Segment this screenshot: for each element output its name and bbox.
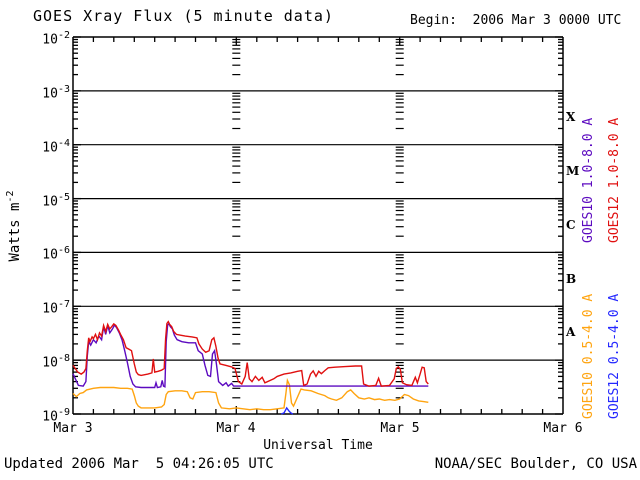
- flare-class-m: M: [566, 164, 580, 178]
- legend-goes12-long: GOES12 1.0-8.0 A: [607, 117, 622, 243]
- source-credit: NOAA/SEC Boulder, CO USA: [434, 456, 637, 472]
- flare-class-b: B: [566, 272, 577, 286]
- x-tick-mar5: Mar 5: [380, 421, 420, 436]
- flare-class-c: C: [566, 218, 576, 232]
- y-tick-label: 10-7: [42, 299, 70, 317]
- x-tick-mar4: Mar 4: [216, 421, 256, 436]
- x-tick-mar3: Mar 3: [53, 421, 93, 436]
- flare-class-x: X: [566, 110, 576, 124]
- y-tick-label: 10-9: [42, 407, 70, 425]
- page-title: GOES Xray Flux (5 minute data): [33, 7, 334, 25]
- y-tick-label: 10-3: [42, 83, 70, 102]
- y-tick-label: 10-5: [42, 191, 70, 209]
- y-axis-label: Watts m-2: [5, 190, 23, 262]
- y-tick-label: 10-4: [42, 137, 70, 156]
- x-axis-label: Universal Time: [263, 438, 373, 453]
- legend-goes12-short: GOES12 0.5-4.0 A: [607, 293, 622, 419]
- y-tick-label: 10-2: [42, 30, 70, 48]
- legend-goes10-short: GOES10 0.5-4.0 A: [581, 293, 596, 419]
- legend-goes10-long: GOES10 1.0-8.0 A: [581, 117, 596, 243]
- flare-class-a: A: [566, 325, 576, 339]
- begin-timestamp: Begin: 2006 Mar 3 0000 UTC: [410, 13, 622, 28]
- y-tick-label: 10-8: [42, 353, 70, 371]
- updated-timestamp: Updated 2006 Mar 5 04:26:05 UTC: [4, 456, 274, 472]
- x-tick-mar6: Mar 6: [543, 421, 583, 436]
- y-tick-label: 10-6: [42, 245, 70, 263]
